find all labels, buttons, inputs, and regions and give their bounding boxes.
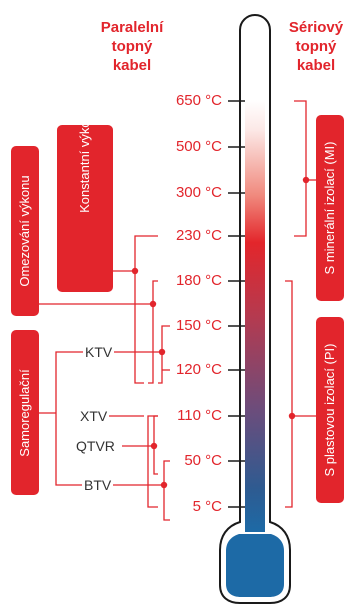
temp-label-300: 300 °C: [175, 184, 222, 201]
dot-constant-power: [131, 267, 139, 275]
thermometer-bulb: [226, 534, 284, 597]
ticks: [228, 100, 245, 508]
label-constant-power: Konstantní výkon: [77, 113, 92, 213]
bracket-xtv: [147, 415, 158, 508]
temp-label-50: 50 °C: [184, 452, 222, 469]
thermometer-body: [219, 14, 291, 604]
temp-label-150: 150 °C: [175, 317, 222, 334]
dot-ktv: [158, 348, 166, 356]
temp-label-5: 5 °C: [192, 498, 222, 515]
header-parallel-cable: Paralelní topný kabel: [100, 19, 164, 74]
right-connectors: [285, 100, 316, 508]
box-mineral-insulation: S minerální izolací (MI): [316, 115, 344, 301]
product-qtvr: QTVR: [74, 437, 117, 455]
label-mineral-insulation: S minerální izolací (MI): [322, 141, 337, 275]
box-power-limiting: Omezování výkonu: [11, 146, 39, 316]
product-xtv: XTV: [78, 407, 110, 425]
label-power-limiting: Omezování výkonu: [17, 175, 32, 287]
header-series-cable: Sériový topný kabel: [288, 19, 344, 74]
temp-label-500: 500 °C: [175, 138, 222, 155]
label-self-regulating: Samoregulační: [17, 368, 32, 457]
dot-power-limiting: [149, 300, 157, 308]
label-plastic-insulation: S plastovou izolací (PI): [322, 343, 337, 477]
bracket-power-limiting: [148, 280, 158, 384]
box-self-regulating: Samoregulační: [11, 330, 39, 495]
bracket-mineral: [294, 100, 307, 237]
box-plastic-insulation: S plastovou izolací (PI): [316, 317, 344, 503]
product-ktv: KTV: [83, 343, 115, 361]
temp-label-110: 110 °C: [177, 407, 222, 424]
tree-self-regulating: [55, 351, 84, 486]
dot-btv: [160, 481, 168, 489]
thermometer: [219, 14, 291, 604]
temp-label-120: 120 °C: [175, 361, 222, 378]
product-btv: BTV: [82, 476, 114, 494]
temp-label-230: 230 °C: [175, 227, 222, 244]
bracket-btv: [163, 460, 170, 521]
dot-qtvr: [150, 442, 158, 450]
thermometer-mercury: [245, 100, 265, 532]
bracket-plastic: [285, 280, 293, 508]
temp-label-650: 650 °C: [175, 92, 222, 109]
bracket-constant-power: [134, 235, 158, 384]
box-constant-power: Konstantní výkon: [57, 113, 113, 292]
temp-label-180: 180 °C: [175, 272, 222, 289]
